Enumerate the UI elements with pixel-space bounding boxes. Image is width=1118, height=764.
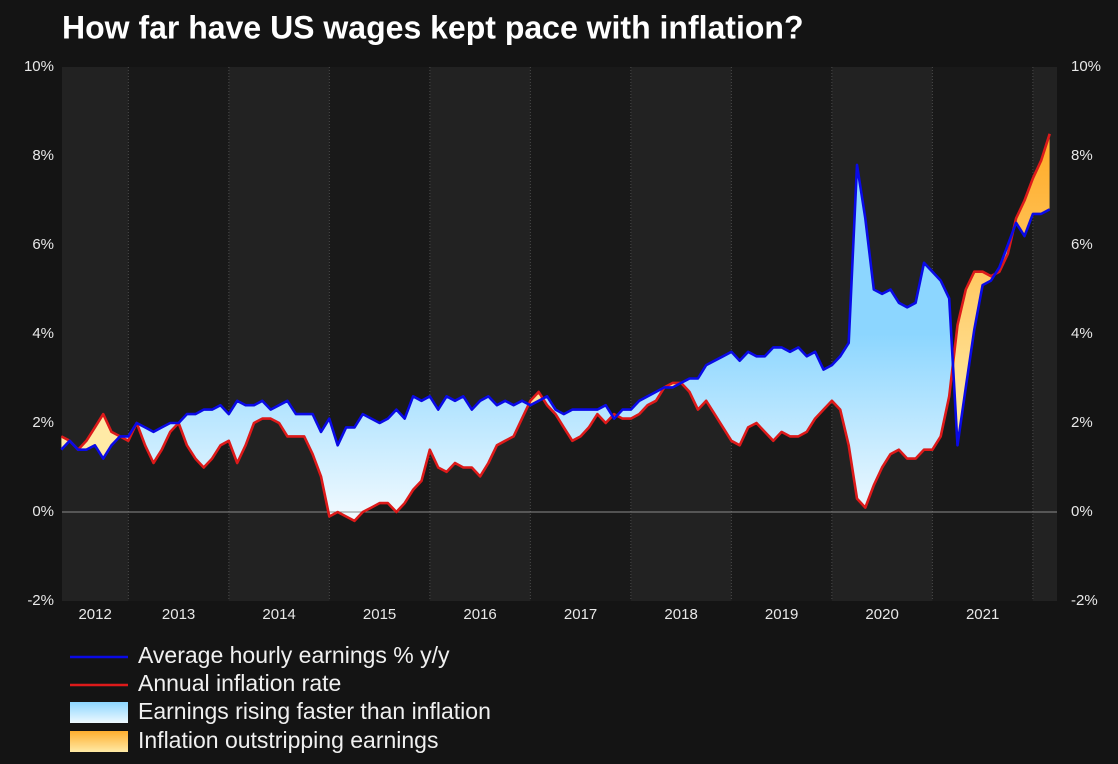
x-tick-label: 2017	[564, 606, 597, 623]
legend-label: Annual inflation rate	[138, 670, 341, 696]
x-tick-label: 2020	[865, 606, 898, 623]
x-tick-label: 2014	[262, 606, 295, 623]
y2-tick-label: 2%	[1071, 414, 1093, 431]
x-tick-label: 2018	[664, 606, 697, 623]
legend-label: Inflation outstripping earnings	[138, 727, 438, 753]
chart-title: How far have US wages kept pace with inf…	[62, 9, 803, 45]
x-tick-label: 2021	[966, 606, 999, 623]
y2-tick-label: 8%	[1071, 147, 1093, 164]
x-tick-label: 2012	[78, 606, 111, 623]
y2-tick-label: 6%	[1071, 236, 1093, 253]
y-tick-label: 4%	[32, 325, 54, 342]
y-tick-label: 6%	[32, 236, 54, 253]
x-tick-label: 2015	[363, 606, 396, 623]
x-tick-label: 2013	[162, 606, 195, 623]
y-tick-label: 0%	[32, 503, 54, 520]
y2-tick-label: 0%	[1071, 503, 1093, 520]
x-tick-label: 2016	[463, 606, 496, 623]
y-tick-label: 8%	[32, 147, 54, 164]
year-band	[530, 67, 631, 601]
y2-tick-label: 10%	[1071, 58, 1101, 75]
year-band	[731, 67, 832, 601]
series-line	[60, 163, 1051, 460]
legend-swatch	[70, 702, 128, 723]
y-tick-label: 2%	[32, 414, 54, 431]
y-tick-label: 10%	[24, 58, 54, 75]
y2-tick-label: 4%	[1071, 325, 1093, 342]
x-tick-label: 2019	[765, 606, 798, 623]
y2-tick-label: -2%	[1071, 592, 1098, 609]
year-band	[128, 67, 229, 601]
legend-label: Earnings rising faster than inflation	[138, 698, 491, 724]
y-tick-label: -2%	[27, 592, 54, 609]
series-line	[60, 133, 1051, 523]
year-band	[329, 67, 430, 601]
legend-label: Average hourly earnings % y/y	[138, 642, 450, 668]
legend-swatch	[70, 731, 128, 752]
